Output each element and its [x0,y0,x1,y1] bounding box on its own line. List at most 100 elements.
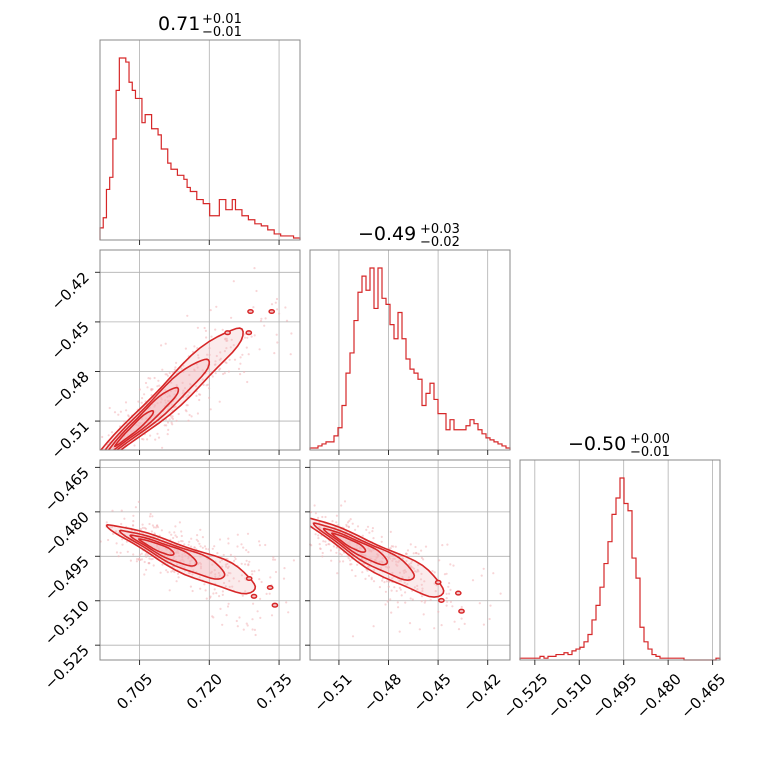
scatter-point [395,560,398,563]
scatter-point [445,597,448,600]
scatter-point [174,534,177,537]
scatter-point [216,552,219,555]
scatter-point [482,623,485,626]
scatter-point [176,550,179,553]
scatter-point [335,514,338,517]
scatter-point [381,557,384,560]
scatter-point [248,560,251,563]
x-tick-label: 0.705 [113,670,156,713]
scatter-point [433,627,436,630]
scatter-point [389,530,392,534]
scatter-point [256,610,259,613]
scatter-point [119,551,122,554]
scatter-point [187,543,190,546]
scatter-point [365,528,368,532]
scatter-point [347,557,350,560]
density-contour-level-2 [118,529,226,580]
scatter-point [366,525,370,528]
scatter-point [253,628,256,632]
scatter-point [445,572,448,575]
scatter-point [163,424,166,427]
scatter-point [188,373,191,377]
y-tick-label: −0.45 [48,318,93,363]
x-tick-label: −0.480 [633,670,685,722]
density-contours [100,308,465,614]
scatter-point [173,531,176,534]
scatter-point [250,335,253,338]
scatter-point [268,592,271,595]
scatter-point [132,514,135,517]
scatter-point [218,595,221,598]
scatter-point [263,324,266,327]
scatter-point [225,361,228,365]
scatter-point [168,371,171,375]
scatter-point [264,543,267,547]
y-tick-label: −0.42 [48,268,93,313]
scatter-point [199,567,203,570]
scatter-point [138,553,142,556]
scatter-point [397,561,400,564]
scatter-point [181,556,184,559]
scatter-point [247,564,250,567]
scatter-point [221,623,224,626]
scatter-point [232,344,235,347]
scatter-point [345,525,348,528]
scatter-point [208,347,211,350]
scatter-point [110,431,114,434]
scatter-point [429,598,432,602]
scatter-point [207,548,210,551]
scatter-point [157,548,160,551]
scatter-point [402,569,405,572]
scatter-point [197,356,200,359]
scatter-point [313,504,316,507]
scatter-point [109,525,112,528]
scatter-point [420,595,424,598]
scatter-point [270,303,274,306]
scatter-point [105,521,108,524]
scatter-point [190,559,193,562]
scatter-point [195,363,198,366]
scatter-point [132,524,135,527]
scatter-point [338,552,342,555]
scatter-point [101,435,104,439]
scatter-point [166,433,169,436]
scatter-point [168,589,171,592]
title-param-2-upper: +0.03 [420,222,460,237]
scatter-point [364,559,367,562]
scatter-point [358,546,361,549]
scatter-point [391,559,394,562]
scatter-point [408,622,412,625]
scatter-point [187,571,190,575]
scatter-point [209,571,212,575]
scatter-point [289,353,292,356]
scatter-point [226,574,229,577]
scatter-point [438,559,441,562]
scatter-point [324,515,327,519]
scatter-point [208,396,211,399]
y-tick-label: −0.525 [41,641,93,693]
density-island [271,602,279,608]
scatter-point [199,565,203,568]
scatter-point [404,591,407,594]
scatter-point [141,523,144,526]
scatter-point [180,530,183,533]
scatter-point [223,350,226,353]
scatter-point [449,563,452,566]
density-contour-level-1 [105,523,257,595]
scatter-point [236,545,239,548]
scatter-point [252,602,255,605]
scatter-point [177,540,180,543]
scatter-point [371,530,374,533]
y-tick-label: −0.480 [41,508,93,560]
scatter-point [351,635,355,638]
scatter-point [212,592,215,595]
density-island [268,308,276,315]
scatter-point [138,558,141,561]
scatter-point [412,552,415,555]
scatter-point [422,613,425,616]
scatter-point [314,533,317,536]
scatter-point [453,620,456,623]
scatter-point [361,534,364,537]
density-island [247,308,254,315]
scatter-point [348,542,351,545]
